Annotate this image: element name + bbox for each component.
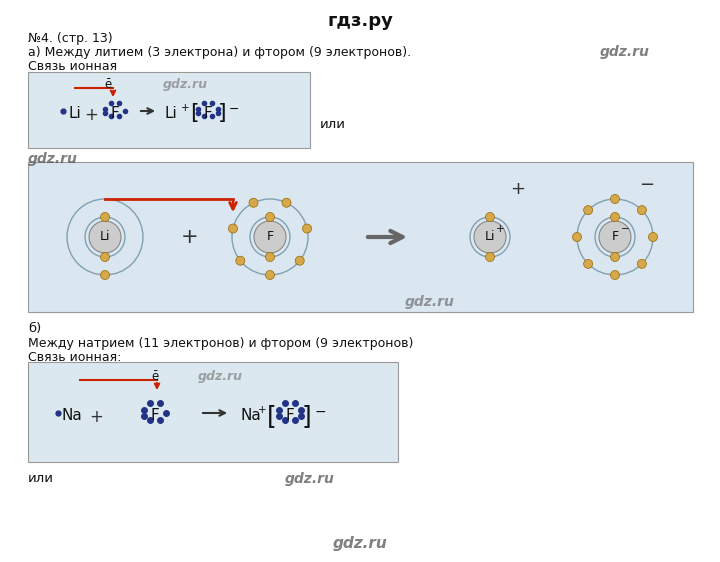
Text: −: − (315, 405, 327, 419)
Circle shape (89, 221, 121, 253)
Text: F: F (111, 106, 120, 121)
Circle shape (302, 224, 312, 233)
Text: +: + (181, 227, 199, 247)
Text: +: + (84, 106, 98, 124)
Circle shape (611, 194, 619, 203)
Circle shape (611, 270, 619, 279)
Text: Na: Na (62, 408, 82, 423)
Text: +: + (495, 224, 504, 234)
Circle shape (485, 252, 495, 261)
Text: или: или (320, 118, 346, 131)
Text: или: или (28, 472, 54, 485)
Text: Li: Li (68, 106, 81, 121)
Text: gdz.ru: gdz.ru (285, 472, 335, 486)
Circle shape (266, 212, 274, 221)
Circle shape (611, 212, 619, 221)
Text: Na: Na (240, 408, 261, 423)
Circle shape (266, 252, 274, 261)
Bar (28, 362, 398, 462)
Circle shape (295, 256, 305, 265)
Circle shape (485, 212, 495, 221)
Text: ē: ē (104, 78, 112, 91)
Circle shape (474, 221, 506, 253)
Circle shape (584, 260, 593, 269)
Circle shape (249, 198, 258, 207)
Text: +: + (181, 103, 189, 113)
Circle shape (228, 224, 238, 233)
Bar (28, 72, 310, 148)
Circle shape (649, 233, 657, 242)
Text: −: − (639, 176, 654, 194)
Text: Li: Li (485, 230, 495, 243)
Text: [: [ (190, 103, 199, 123)
Text: F: F (266, 230, 274, 243)
Text: −: − (229, 103, 240, 116)
Text: gdz.ru: gdz.ru (163, 78, 207, 91)
Text: Связь ионная: Связь ионная (28, 60, 117, 73)
Circle shape (266, 270, 274, 279)
Text: gdz.ru: gdz.ru (197, 370, 243, 383)
Text: F: F (611, 230, 618, 243)
Circle shape (101, 270, 109, 279)
Text: +: + (258, 405, 266, 415)
Circle shape (599, 221, 631, 253)
Text: б): б) (28, 322, 41, 335)
Text: гдз.ру: гдз.ру (327, 12, 393, 30)
Circle shape (235, 256, 245, 265)
Circle shape (254, 221, 286, 253)
Text: Между натрием (11 электронов) и фтором (9 электронов): Между натрием (11 электронов) и фтором (… (28, 337, 413, 350)
Text: gdz.ru: gdz.ru (405, 295, 455, 309)
Circle shape (101, 252, 109, 261)
Text: ē: ē (151, 370, 158, 383)
Text: Li: Li (165, 106, 178, 121)
Text: gdz.ru: gdz.ru (600, 45, 650, 59)
Text: F: F (286, 408, 294, 423)
Text: Связь ионная:: Связь ионная: (28, 351, 122, 364)
Bar (28, 162, 693, 312)
Text: gdz.ru: gdz.ru (333, 536, 387, 551)
Text: F: F (150, 408, 159, 423)
Text: ]: ] (218, 103, 227, 123)
Circle shape (101, 212, 109, 221)
Text: №4. (стр. 13): №4. (стр. 13) (28, 32, 112, 45)
Text: +: + (89, 408, 103, 426)
Text: gdz.ru: gdz.ru (28, 152, 78, 166)
Text: Li: Li (100, 230, 110, 243)
Circle shape (584, 206, 593, 215)
Circle shape (637, 260, 647, 269)
Text: а) Между литием (3 электрона) и фтором (9 электронов).: а) Между литием (3 электрона) и фтором (… (28, 46, 411, 59)
Text: −: − (621, 224, 629, 234)
Text: ]: ] (302, 404, 312, 428)
Text: F: F (204, 106, 212, 121)
Text: [: [ (267, 404, 276, 428)
Circle shape (611, 252, 619, 261)
Text: +: + (510, 180, 526, 198)
Circle shape (282, 198, 291, 207)
Circle shape (637, 206, 647, 215)
Circle shape (572, 233, 582, 242)
